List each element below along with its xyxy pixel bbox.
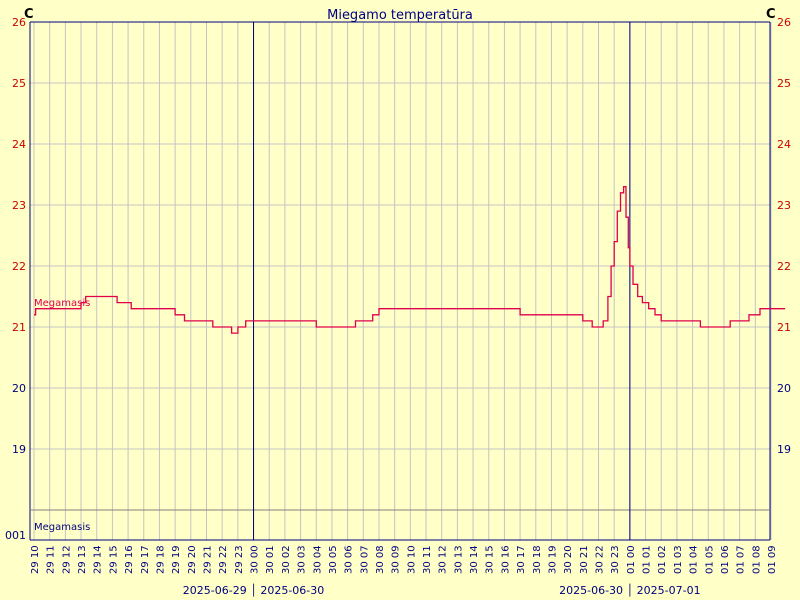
x-tick-label: 29 18 [155,545,166,574]
y-tick-left: 20 [12,382,26,395]
unit-left: C [24,7,34,22]
x-tick-label: 01 05 [704,545,715,574]
y-tick-left: 26 [12,16,26,29]
series-line [34,186,786,334]
x-tick-label: 01 09 [767,545,778,574]
x-tick-label: 30 10 [406,545,417,574]
x-tick-label: 29 22 [218,545,229,574]
x-tick-label: 29 21 [202,545,213,574]
x-tick-label: 01 02 [657,545,668,574]
grid [30,21,772,540]
event-row-label: Megamasis [34,522,90,533]
x-tick-label: 01 01 [642,545,653,574]
x-tick-label: 29 19 [171,545,182,574]
x-tick-label: 29 17 [140,545,151,574]
y-tick-right: 23 [777,199,791,212]
x-tick-label: 30 04 [312,545,323,574]
x-tick-label: 30 15 [485,545,496,574]
x-tick-label: 01 06 [720,545,731,574]
series-layer [34,186,786,334]
x-tick-label: 30 16 [500,545,511,574]
x-tick-label: 29 15 [108,545,119,574]
x-tick-label: 30 06 [344,545,355,574]
x-tick-label: 30 03 [297,545,308,574]
plot-frame [29,21,771,541]
y-tick-left: 23 [12,199,26,212]
x-tick-label: 01 04 [689,545,700,574]
y-tick-right: 21 [777,321,791,334]
x-tick-label: 30 18 [532,545,543,574]
x-tick-label: 29 14 [93,545,104,574]
x-tick-label: 01 00 [626,545,637,574]
y-tick-left: 22 [12,260,26,273]
x-tick-label: 29 11 [46,545,57,574]
x-tick-label: 30 21 [579,545,590,574]
y-tick-left: 19 [12,443,26,456]
date-label: 2025-06-29 │ 2025-06-30 [183,583,324,597]
y-tick-right: 22 [777,260,791,273]
y-tick-right: 19 [777,443,791,456]
x-tick-label: 30 00 [250,545,261,574]
y-tick-left: 25 [12,77,26,90]
x-tick-label: 30 07 [359,545,370,574]
event-row-min-label: 001 [5,529,26,542]
x-tick-label: 30 11 [422,545,433,574]
y-tick-left: 24 [12,138,26,151]
y-tick-right: 25 [777,77,791,90]
x-tick-label: 30 12 [438,545,449,574]
x-tick-label: 29 12 [61,545,72,574]
x-tick-label: 29 23 [234,545,245,574]
date-label: 2025-06-30 │ 2025-07-01 [559,583,700,597]
y-tick-right: 24 [777,138,791,151]
unit-right: C [766,7,776,22]
series-label: Megamasis [34,298,90,309]
x-tick-label: 29 16 [124,545,135,574]
x-tick-label: 30 19 [547,545,558,574]
x-tick-label: 01 07 [736,545,747,574]
x-tick-label: 30 05 [328,545,339,574]
y-tick-right: 20 [777,382,791,395]
chart-title: Miegamo temperatūra [327,8,473,23]
labels-layer: 19 19 20 20 21 21 22 22 23 23 24 24 25 25 26 26 29 10 29 … [12,16,791,597]
x-tick-label: 30 01 [265,545,276,574]
y-tick-right: 26 [777,16,791,29]
x-tick-label: 30 17 [516,545,527,574]
x-tick-label: 30 08 [375,545,386,574]
x-tick-label: 30 13 [453,545,464,574]
x-tick-label: 30 20 [563,545,574,574]
x-tick-label: 29 10 [30,545,41,574]
x-tick-label: 29 13 [77,545,88,574]
x-tick-label: 30 02 [281,545,292,574]
x-tick-label: 30 23 [610,545,621,574]
x-tick-label: 30 09 [391,545,402,574]
x-tick-label: 30 14 [469,545,480,574]
x-tick-label: 29 20 [187,545,198,574]
x-tick-label: 01 08 [751,545,762,574]
y-tick-left: 21 [12,321,26,334]
x-tick-label: 01 03 [673,545,684,574]
x-tick-label: 30 22 [595,545,606,574]
